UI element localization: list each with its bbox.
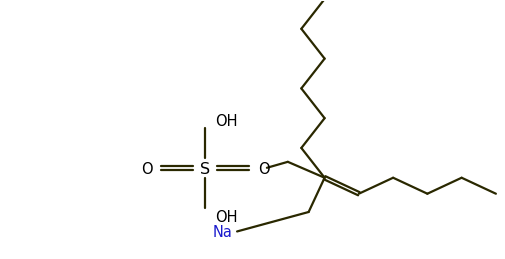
Text: Na: Na — [212, 225, 232, 240]
Text: OH: OH — [215, 114, 238, 129]
Text: OH: OH — [215, 210, 238, 225]
Text: O: O — [258, 162, 270, 177]
Text: O: O — [141, 162, 153, 177]
Text: S: S — [200, 162, 210, 177]
